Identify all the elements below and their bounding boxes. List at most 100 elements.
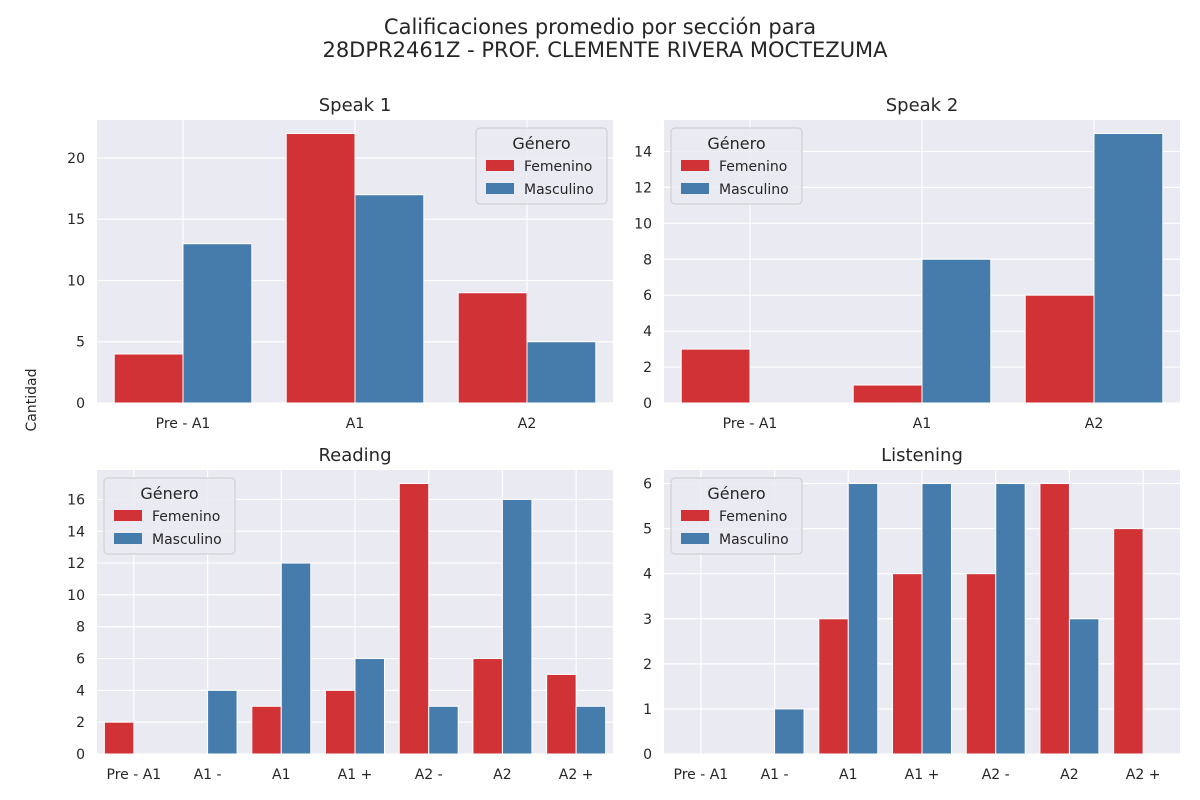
bar-masculino-7 xyxy=(575,705,607,755)
bar-femenino-5 xyxy=(398,483,430,755)
x-tick-label: A1 + xyxy=(338,767,373,783)
y-tick-label: 2 xyxy=(643,360,652,376)
subplot-title: Speak 1 xyxy=(319,95,392,116)
y-tick-label: 8 xyxy=(76,620,85,636)
legend-label-femenino: Femenino xyxy=(152,509,220,525)
legend-swatch-masculino xyxy=(114,533,142,544)
legend-swatch-masculino xyxy=(681,533,709,544)
y-tick-label: 8 xyxy=(643,252,652,268)
bar-femenino-2 xyxy=(285,132,356,404)
figure-title-line-2: 28DPR2461Z - PROF. CLEMENTE RIVERA MOCTE… xyxy=(322,38,888,62)
subplot-3: 0 2 4 6 8 10 12 14 16 Pre - A1 A1 - A1 A1 + A2 - A2 A2 … xyxy=(67,445,613,783)
y-tick-label: 4 xyxy=(643,324,652,340)
x-tick-label: A2 - xyxy=(415,767,443,783)
bar-femenino-7 xyxy=(546,673,577,755)
x-tick-label: A2 xyxy=(1085,416,1103,432)
legend-swatch-femenino xyxy=(486,160,514,171)
y-tick-label: 5 xyxy=(76,335,85,351)
x-tick-label: Pre - A1 xyxy=(156,416,211,432)
bar-masculino-3 xyxy=(847,483,879,755)
x-tick-label: A2 xyxy=(493,767,511,783)
x-tick-label: A2 xyxy=(1060,767,1078,783)
y-tick-label: 3 xyxy=(643,612,652,628)
legend-label-masculino: Masculino xyxy=(524,182,594,198)
legend-swatch-masculino xyxy=(681,183,709,194)
legend-label-femenino: Femenino xyxy=(719,509,787,525)
y-tick-label: 20 xyxy=(67,151,85,167)
legend-label-femenino: Femenino xyxy=(524,159,592,175)
legend: Género Femenino Masculino xyxy=(475,127,608,205)
x-tick-label: A1 - xyxy=(194,767,222,783)
subplot-2: 0 2 4 6 8 10 12 14 Pre - A1 A1 A2 Speak 2 Género Feme… xyxy=(634,95,1180,432)
legend-swatch-masculino xyxy=(486,183,514,194)
bar-masculino-4 xyxy=(354,658,385,755)
legend-swatch-femenino xyxy=(114,510,142,521)
subplot-title: Speak 2 xyxy=(886,95,959,116)
x-tick-label: A2 xyxy=(518,416,536,432)
bar-masculino-3 xyxy=(526,341,597,404)
y-tick-label: 16 xyxy=(67,492,85,508)
legend-label-femenino: Femenino xyxy=(719,159,787,175)
x-tick-label: A1 xyxy=(839,767,857,783)
y-tick-label: 0 xyxy=(76,747,85,763)
legend-label-masculino: Masculino xyxy=(719,532,789,548)
y-tick-label: 12 xyxy=(67,556,85,572)
x-tick-label: A2 - xyxy=(982,767,1010,783)
bar-femenino-3 xyxy=(818,618,849,755)
y-tick-label: 6 xyxy=(76,652,85,668)
x-tick-label: A1 xyxy=(346,416,364,432)
bar-femenino-6 xyxy=(1039,483,1070,755)
subplot-1: 0 5 10 15 20 Pre - A1 A1 A2 Speak 1 Género Femenin… xyxy=(67,95,613,432)
y-tick-label: 2 xyxy=(76,715,85,731)
legend: Género Femenino Masculino xyxy=(670,127,803,205)
bar-femenino-7 xyxy=(1113,528,1144,755)
subplot-4: 0 1 2 3 4 5 6 Pre - A1 A1 - A1 A1 + A2 - A2 A2 + Liste… xyxy=(643,445,1180,783)
x-tick-label: A1 + xyxy=(905,767,940,783)
y-tick-label: 5 xyxy=(643,522,652,538)
x-tick-label: A1 xyxy=(913,416,931,432)
bar-femenino-4 xyxy=(325,689,356,755)
bar-femenino-3 xyxy=(1024,294,1095,404)
bar-femenino-6 xyxy=(472,658,503,755)
bar-masculino-5 xyxy=(995,483,1026,755)
x-tick-label: A1 xyxy=(272,767,290,783)
y-tick-label: 14 xyxy=(67,524,85,540)
bar-masculino-2 xyxy=(921,258,992,404)
legend-swatch-femenino xyxy=(681,160,709,171)
legend-label-masculino: Masculino xyxy=(719,182,789,198)
y-tick-label: 10 xyxy=(67,273,85,289)
bar-femenino-2 xyxy=(852,384,923,404)
bar-femenino-1 xyxy=(103,721,135,755)
bar-masculino-1 xyxy=(182,243,253,404)
legend-swatch-femenino xyxy=(681,510,709,521)
bar-femenino-3 xyxy=(457,292,528,404)
bar-masculino-3 xyxy=(1093,132,1164,404)
y-tick-label: 10 xyxy=(67,588,85,604)
bar-femenino-1 xyxy=(680,348,751,404)
legend-title: Género xyxy=(140,484,198,503)
legend-title: Género xyxy=(512,134,570,153)
x-tick-label: A2 + xyxy=(559,767,594,783)
legend-title: Género xyxy=(707,484,765,503)
subplot-title: Reading xyxy=(318,445,391,466)
bar-masculino-6 xyxy=(501,498,533,755)
bar-masculino-5 xyxy=(428,705,459,755)
y-tick-label: 1 xyxy=(643,702,652,718)
y-tick-label: 0 xyxy=(643,396,652,412)
y-tick-label: 14 xyxy=(634,144,652,160)
bar-femenino-5 xyxy=(965,573,997,755)
legend: Género Femenino Masculino xyxy=(103,477,236,555)
x-tick-label: A1 - xyxy=(761,767,789,783)
bar-femenino-1 xyxy=(113,353,184,404)
y-tick-label: 0 xyxy=(643,747,652,763)
x-tick-label: Pre - A1 xyxy=(674,767,729,783)
figure-title-line-1: Calificaciones promedio por sección para xyxy=(384,15,816,39)
x-tick-label: Pre - A1 xyxy=(107,767,162,783)
y-tick-label: 0 xyxy=(76,396,85,412)
bar-masculino-2 xyxy=(207,689,238,755)
x-tick-label: Pre - A1 xyxy=(723,416,778,432)
bar-masculino-2 xyxy=(774,708,805,755)
subplot-title: Listening xyxy=(881,445,963,466)
